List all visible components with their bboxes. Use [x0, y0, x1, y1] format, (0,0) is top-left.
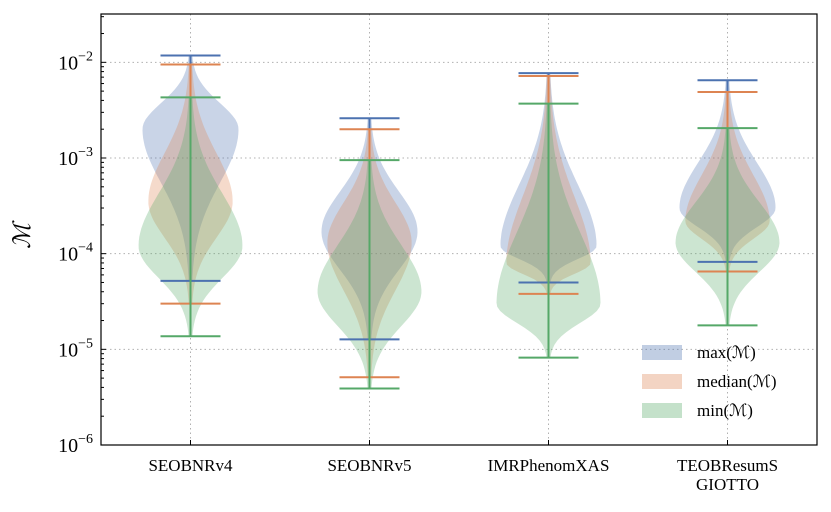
axes-frame: [100, 13, 818, 446]
legend-label: min(ℳ): [697, 401, 753, 420]
y-tick-label: 10−5: [58, 336, 93, 361]
y-tick-label: 10−2: [58, 49, 93, 74]
x-tick-label: IMRPhenomXAS: [488, 456, 610, 475]
x-tick-label: SEOBNRv5: [327, 456, 411, 475]
x-tick-label: SEOBNRv4: [148, 456, 233, 475]
y-tick-label: 10−6: [58, 432, 93, 457]
y-tick-label: 10−4: [58, 241, 93, 266]
legend-label: median(ℳ): [697, 372, 777, 391]
y-tick-label: 10−3: [58, 145, 93, 170]
legend-swatch: [642, 403, 682, 418]
legend-swatch: [642, 374, 682, 389]
plot-area: [138, 54, 780, 390]
legend-label: max(ℳ): [697, 343, 756, 362]
legend-swatch: [642, 345, 682, 360]
y-axis-label: ℳ: [10, 220, 36, 249]
x-tick-label: TEOBResumS GIOTTO: [677, 456, 778, 494]
